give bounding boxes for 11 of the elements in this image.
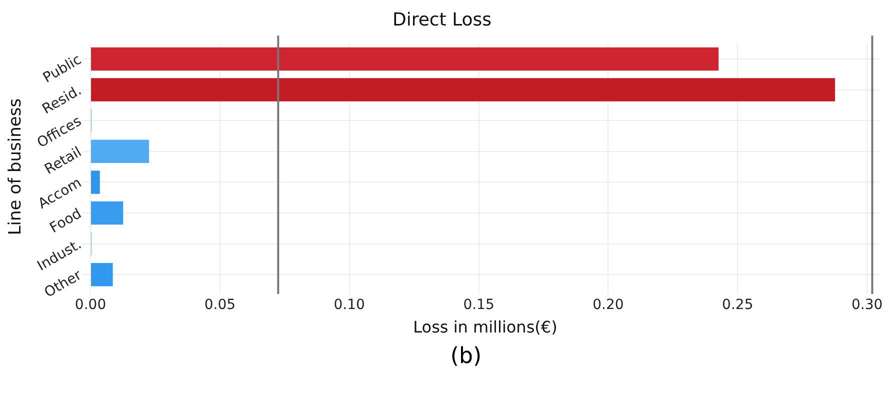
x-tick-label: 0.30 <box>851 297 883 314</box>
y-axis-title: Line of business <box>6 98 26 236</box>
x-tick-label: 0.10 <box>334 297 365 314</box>
x-axis-title: Loss in millions(€) <box>413 318 558 337</box>
chart-title: Direct Loss <box>392 9 492 30</box>
x-tick-label: 0.00 <box>74 297 106 314</box>
text: (b) <box>449 344 483 369</box>
x-tick-label: 0.25 <box>722 297 754 314</box>
x-tick-label: 0.15 <box>463 297 494 314</box>
x-tick-label: 0.05 <box>204 297 236 314</box>
x-tick-label: 0.20 <box>592 297 624 314</box>
